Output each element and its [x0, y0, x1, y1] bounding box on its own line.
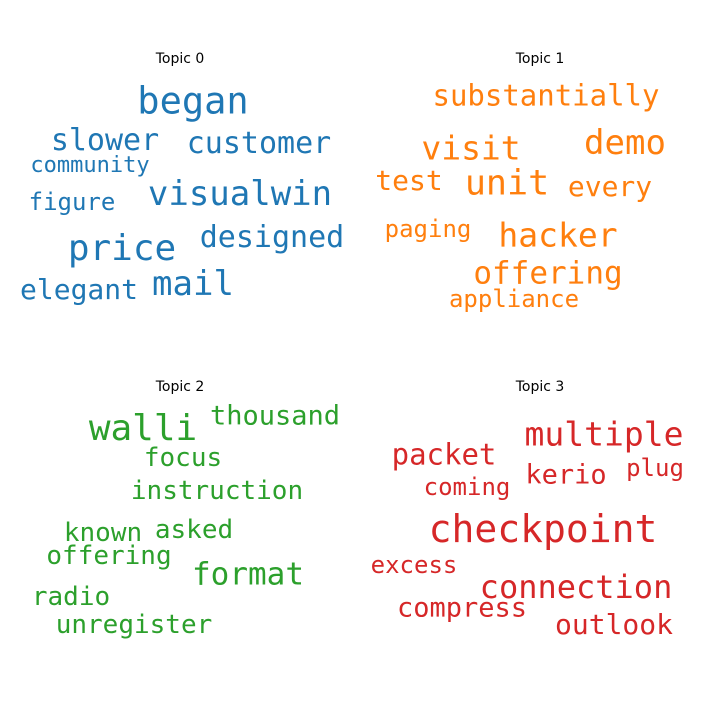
- word-appliance: appliance: [448, 285, 580, 313]
- word-radio: radio: [31, 582, 111, 612]
- word-substantially: substantially: [432, 78, 660, 113]
- topic-3-panel: Topic 3 multiple packet plug kerio coming che…: [360, 328, 720, 688]
- word-offering: offering: [46, 541, 172, 571]
- word-unit: unit: [464, 163, 550, 204]
- word-unregister: unregister: [55, 610, 213, 640]
- word-checkpoint: checkpoint: [428, 507, 658, 551]
- topic-0-title: Topic 0: [155, 51, 205, 67]
- word-thousand: thousand: [209, 400, 341, 432]
- topic-0-panel: Topic 0 began slower customer community visu…: [0, 0, 360, 360]
- topic-2-title: Topic 2: [155, 379, 205, 395]
- word-designed: designed: [199, 220, 345, 255]
- word-outlook: outlook: [554, 608, 674, 641]
- word-packet: packet: [391, 437, 497, 472]
- word-instruction: instruction: [130, 476, 304, 506]
- topic-2-panel: Topic 2 walli thousand focus instruction kno…: [0, 328, 360, 688]
- topic-1-panel: Topic 1 substantially demo visit unit test ev…: [360, 0, 720, 360]
- word-connection: connection: [479, 568, 673, 606]
- word-visualwin: visualwin: [147, 174, 333, 214]
- word-format: format: [192, 556, 304, 593]
- word-paging: paging: [384, 215, 472, 243]
- word-began: began: [137, 79, 249, 123]
- word-test: test: [375, 164, 443, 197]
- word-asked: asked: [154, 515, 234, 545]
- word-walli: walli: [88, 408, 198, 449]
- word-elegant: elegant: [19, 273, 139, 306]
- word-demo: demo: [584, 123, 666, 163]
- word-focus: focus: [143, 443, 223, 473]
- word-offering: offering: [473, 255, 623, 292]
- word-mail: mail: [152, 264, 234, 304]
- word-coming: coming: [423, 473, 511, 501]
- word-plug: plug: [626, 454, 684, 482]
- word-kerio: kerio: [525, 459, 607, 491]
- word-known: known: [63, 518, 143, 548]
- word-price: price: [67, 228, 177, 269]
- word-hacker: hacker: [498, 215, 618, 255]
- word-figure: figure: [28, 188, 116, 216]
- word-community: community: [30, 153, 150, 178]
- word-customer: customer: [186, 126, 332, 161]
- word-excess: excess: [370, 551, 458, 579]
- word-compress: compress: [396, 592, 528, 624]
- word-every: every: [567, 170, 653, 203]
- word-slower: slower: [50, 123, 160, 158]
- topic-1-title: Topic 1: [515, 51, 565, 67]
- word-visit: visit: [421, 128, 521, 168]
- word-multiple: multiple: [524, 414, 684, 454]
- topic-3-title: Topic 3: [515, 379, 565, 395]
